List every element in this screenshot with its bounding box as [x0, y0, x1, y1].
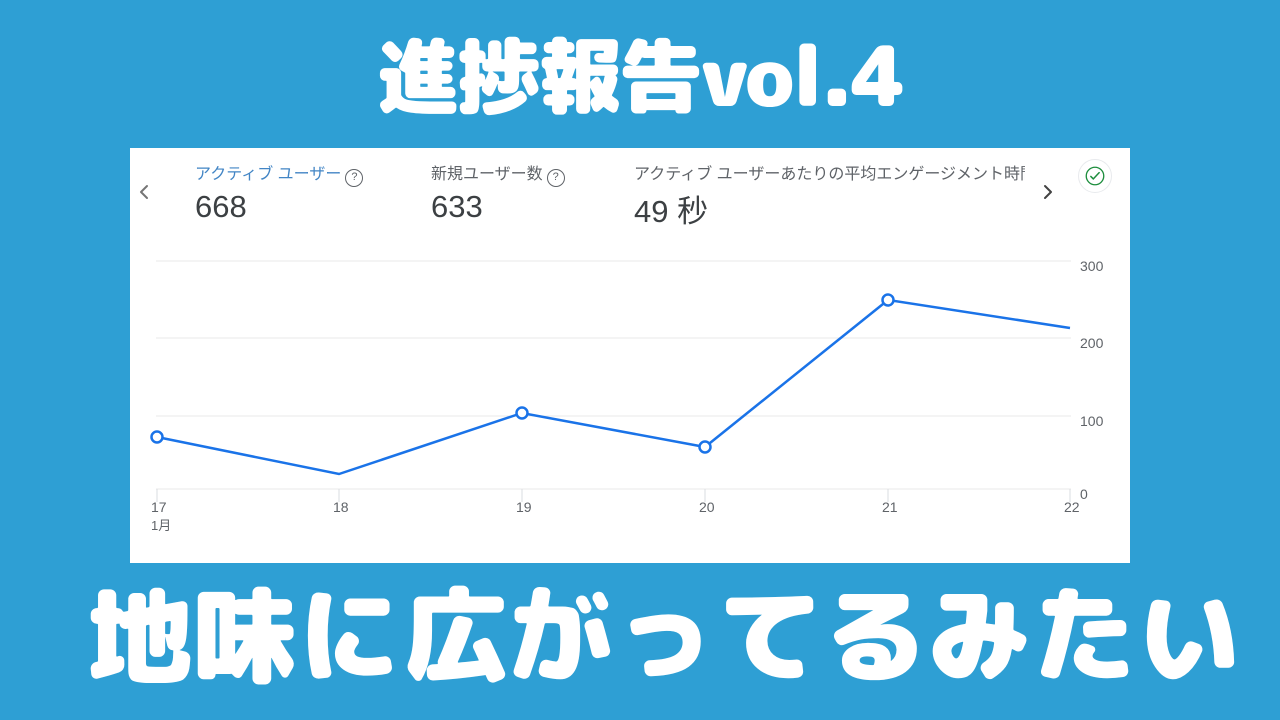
svg-text:0: 0	[1080, 486, 1088, 502]
svg-text:300: 300	[1080, 258, 1104, 274]
svg-text:21: 21	[882, 499, 898, 515]
svg-text:20: 20	[699, 499, 715, 515]
svg-text:18: 18	[333, 499, 349, 515]
svg-text:19: 19	[516, 499, 532, 515]
svg-text:22: 22	[1064, 499, 1080, 515]
svg-text:200: 200	[1080, 335, 1104, 351]
svg-text:1月: 1月	[151, 518, 171, 533]
svg-text:100: 100	[1080, 413, 1104, 429]
svg-text:17: 17	[151, 499, 167, 515]
